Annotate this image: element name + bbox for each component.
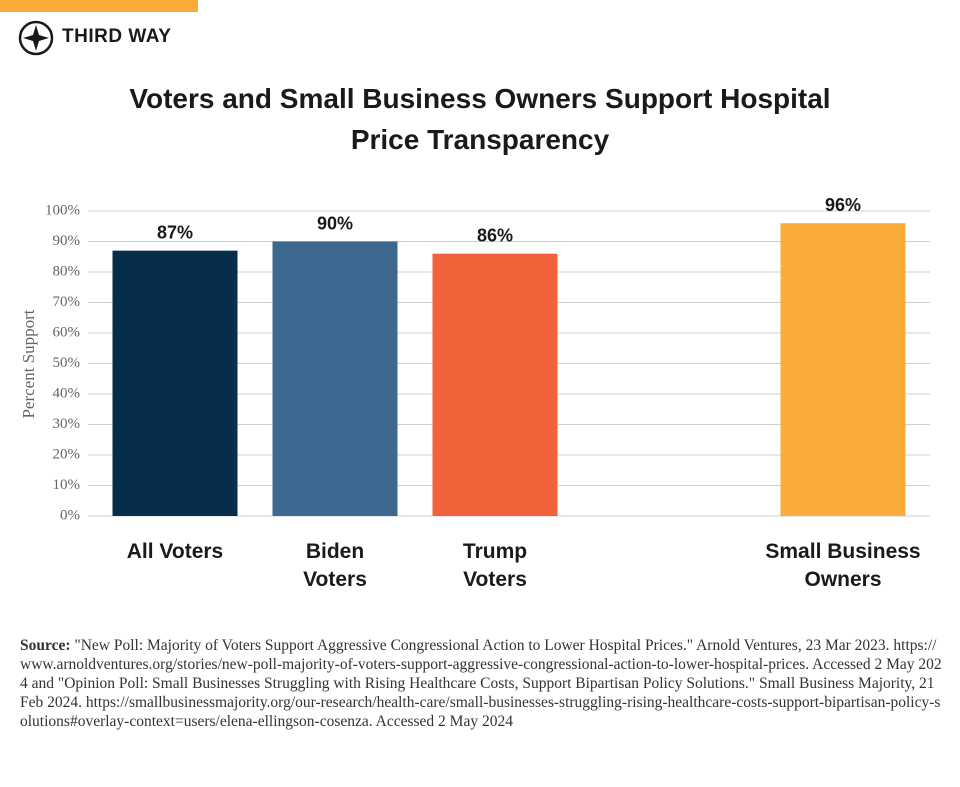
value-label: 87% xyxy=(157,222,193,242)
value-label: 96% xyxy=(825,195,861,215)
y-axis-title: Percent Support xyxy=(19,309,38,418)
bar xyxy=(112,250,238,516)
bar xyxy=(780,223,906,516)
y-tick-label: 60% xyxy=(53,324,81,340)
x-tick-label: Small Business Owners xyxy=(765,540,921,591)
y-tick-label: 80% xyxy=(53,263,81,279)
logo xyxy=(18,20,54,56)
chart: Percent Support 0% 10% 20% 30% 40% 50% 60% 70% 8… xyxy=(19,195,930,523)
bar xyxy=(432,253,558,516)
x-tick-label: Trump Voters xyxy=(462,540,528,591)
y-tick-label: 30% xyxy=(53,416,81,432)
y-tick-label: 20% xyxy=(53,446,81,462)
chart-title: Voters and Small Business Owners Support… xyxy=(129,83,831,155)
value-label: 86% xyxy=(477,225,513,245)
source-text: "New Poll: Majority of Voters Support Ag… xyxy=(20,637,942,730)
brand: THIRD WAY xyxy=(62,26,172,47)
top-strip xyxy=(0,0,198,12)
source: Source: "New Poll: Majority of Voters Su… xyxy=(20,636,945,731)
y-tick-label: 0% xyxy=(60,507,80,523)
bar xyxy=(272,241,398,516)
x-tick-label: All Voters xyxy=(126,540,224,563)
y-tick-label: 10% xyxy=(53,477,81,493)
source-label: Source: xyxy=(20,637,71,654)
y-tick-label: 70% xyxy=(53,294,81,310)
value-label: 90% xyxy=(317,213,353,233)
y-tick-label: 40% xyxy=(53,385,81,401)
y-tick-label: 100% xyxy=(45,202,80,218)
x-tick-label: Biden Voters xyxy=(303,540,367,591)
y-tick-label: 50% xyxy=(53,355,81,371)
y-tick-label: 90% xyxy=(53,233,81,249)
